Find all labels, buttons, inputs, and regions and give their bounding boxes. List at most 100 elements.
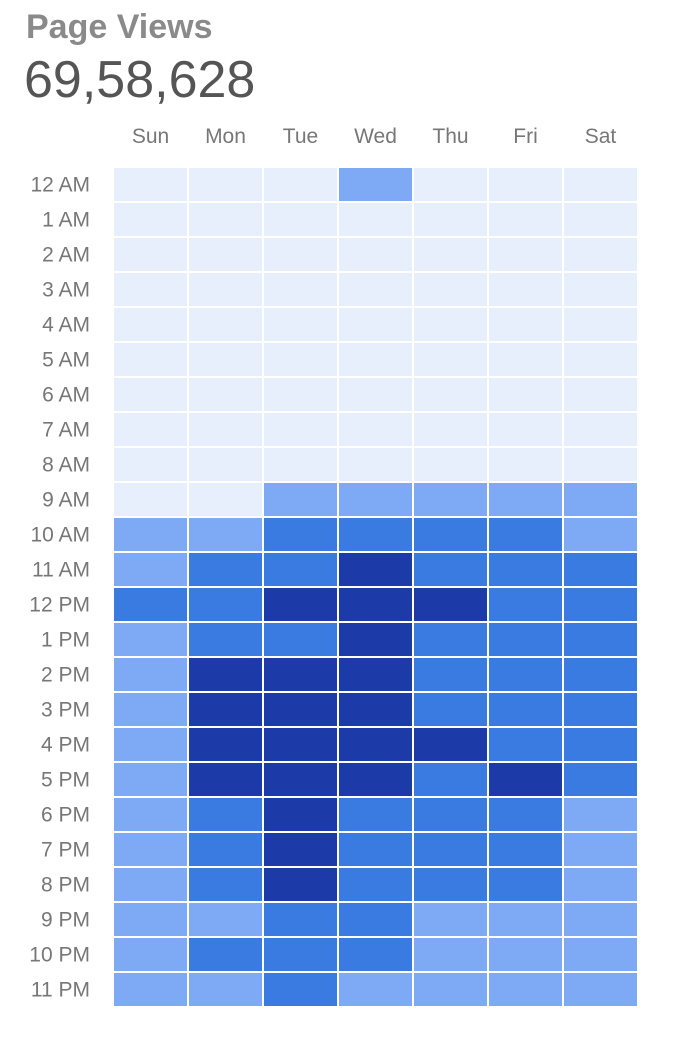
- heatmap-cell-tue-12pm[interactable]: [264, 588, 337, 621]
- heatmap-cell-wed-9am[interactable]: [339, 483, 412, 516]
- heatmap-cell-tue-11am[interactable]: [264, 553, 337, 586]
- heatmap-cell-mon-10am[interactable]: [189, 518, 262, 551]
- heatmap-cell-tue-12am[interactable]: [264, 168, 337, 201]
- heatmap-cell-wed-3am[interactable]: [339, 273, 412, 306]
- heatmap-cell-sat-1pm[interactable]: [564, 623, 637, 656]
- heatmap-cell-sun-10am[interactable]: [114, 518, 187, 551]
- heatmap-cell-thu-6pm[interactable]: [414, 798, 487, 831]
- heatmap-cell-fri-2am[interactable]: [489, 238, 562, 271]
- heatmap-cell-wed-8am[interactable]: [339, 448, 412, 481]
- heatmap-cell-sun-7pm[interactable]: [114, 833, 187, 866]
- heatmap-cell-wed-4am[interactable]: [339, 308, 412, 341]
- heatmap-cell-sat-8pm[interactable]: [564, 868, 637, 901]
- heatmap-cell-wed-5am[interactable]: [339, 343, 412, 376]
- heatmap-cell-mon-4am[interactable]: [189, 308, 262, 341]
- heatmap-cell-tue-7am[interactable]: [264, 413, 337, 446]
- heatmap-cell-fri-11am[interactable]: [489, 553, 562, 586]
- heatmap-cell-thu-1pm[interactable]: [414, 623, 487, 656]
- heatmap-cell-fri-12am[interactable]: [489, 168, 562, 201]
- heatmap-cell-sun-9am[interactable]: [114, 483, 187, 516]
- heatmap-cell-sun-4pm[interactable]: [114, 728, 187, 761]
- heatmap-cell-tue-5am[interactable]: [264, 343, 337, 376]
- heatmap-cell-mon-10pm[interactable]: [189, 938, 262, 971]
- heatmap-cell-tue-3pm[interactable]: [264, 693, 337, 726]
- heatmap-cell-thu-3pm[interactable]: [414, 693, 487, 726]
- heatmap-cell-thu-2pm[interactable]: [414, 658, 487, 691]
- heatmap-cell-mon-7am[interactable]: [189, 413, 262, 446]
- heatmap-cell-tue-4am[interactable]: [264, 308, 337, 341]
- heatmap-cell-fri-12pm[interactable]: [489, 588, 562, 621]
- heatmap-cell-sun-8am[interactable]: [114, 448, 187, 481]
- heatmap-cell-sat-2am[interactable]: [564, 238, 637, 271]
- heatmap-cell-tue-9am[interactable]: [264, 483, 337, 516]
- heatmap-cell-tue-7pm[interactable]: [264, 833, 337, 866]
- heatmap-cell-wed-7pm[interactable]: [339, 833, 412, 866]
- heatmap-cell-fri-8pm[interactable]: [489, 868, 562, 901]
- heatmap-cell-wed-12am[interactable]: [339, 168, 412, 201]
- heatmap-cell-mon-8pm[interactable]: [189, 868, 262, 901]
- heatmap-cell-thu-7am[interactable]: [414, 413, 487, 446]
- heatmap-cell-thu-7pm[interactable]: [414, 833, 487, 866]
- heatmap-cell-mon-12pm[interactable]: [189, 588, 262, 621]
- heatmap-cell-sat-5pm[interactable]: [564, 763, 637, 796]
- heatmap-cell-thu-4pm[interactable]: [414, 728, 487, 761]
- heatmap-cell-fri-5am[interactable]: [489, 343, 562, 376]
- heatmap-cell-tue-10pm[interactable]: [264, 938, 337, 971]
- heatmap-cell-sun-9pm[interactable]: [114, 903, 187, 936]
- heatmap-cell-sat-9pm[interactable]: [564, 903, 637, 936]
- heatmap-cell-wed-6pm[interactable]: [339, 798, 412, 831]
- heatmap-cell-sat-1am[interactable]: [564, 203, 637, 236]
- heatmap-cell-sat-10pm[interactable]: [564, 938, 637, 971]
- heatmap-cell-mon-11am[interactable]: [189, 553, 262, 586]
- heatmap-cell-fri-8am[interactable]: [489, 448, 562, 481]
- heatmap-cell-fri-4pm[interactable]: [489, 728, 562, 761]
- heatmap-cell-tue-5pm[interactable]: [264, 763, 337, 796]
- heatmap-cell-sat-11am[interactable]: [564, 553, 637, 586]
- heatmap-cell-sun-7am[interactable]: [114, 413, 187, 446]
- heatmap-cell-mon-7pm[interactable]: [189, 833, 262, 866]
- heatmap-cell-fri-6am[interactable]: [489, 378, 562, 411]
- heatmap-cell-fri-9pm[interactable]: [489, 903, 562, 936]
- heatmap-cell-tue-4pm[interactable]: [264, 728, 337, 761]
- heatmap-cell-tue-3am[interactable]: [264, 273, 337, 306]
- heatmap-cell-sat-6pm[interactable]: [564, 798, 637, 831]
- heatmap-cell-sat-9am[interactable]: [564, 483, 637, 516]
- heatmap-cell-wed-1pm[interactable]: [339, 623, 412, 656]
- heatmap-cell-wed-2am[interactable]: [339, 238, 412, 271]
- heatmap-cell-tue-6pm[interactable]: [264, 798, 337, 831]
- heatmap-cell-fri-5pm[interactable]: [489, 763, 562, 796]
- heatmap-cell-sat-3am[interactable]: [564, 273, 637, 306]
- heatmap-cell-wed-4pm[interactable]: [339, 728, 412, 761]
- heatmap-cell-wed-6am[interactable]: [339, 378, 412, 411]
- heatmap-cell-sun-12pm[interactable]: [114, 588, 187, 621]
- heatmap-cell-sat-12am[interactable]: [564, 168, 637, 201]
- heatmap-cell-thu-2am[interactable]: [414, 238, 487, 271]
- heatmap-cell-tue-1pm[interactable]: [264, 623, 337, 656]
- heatmap-cell-wed-5pm[interactable]: [339, 763, 412, 796]
- heatmap-cell-wed-11am[interactable]: [339, 553, 412, 586]
- heatmap-cell-sun-5pm[interactable]: [114, 763, 187, 796]
- heatmap-cell-wed-7am[interactable]: [339, 413, 412, 446]
- heatmap-cell-thu-11am[interactable]: [414, 553, 487, 586]
- heatmap-cell-sat-11pm[interactable]: [564, 973, 637, 1006]
- heatmap-cell-wed-2pm[interactable]: [339, 658, 412, 691]
- heatmap-cell-mon-12am[interactable]: [189, 168, 262, 201]
- heatmap-cell-tue-8am[interactable]: [264, 448, 337, 481]
- heatmap-cell-tue-2pm[interactable]: [264, 658, 337, 691]
- heatmap-cell-thu-10am[interactable]: [414, 518, 487, 551]
- heatmap-cell-mon-3pm[interactable]: [189, 693, 262, 726]
- heatmap-cell-mon-2am[interactable]: [189, 238, 262, 271]
- heatmap-cell-mon-2pm[interactable]: [189, 658, 262, 691]
- heatmap-cell-sat-7pm[interactable]: [564, 833, 637, 866]
- heatmap-cell-sat-2pm[interactable]: [564, 658, 637, 691]
- heatmap-cell-thu-5pm[interactable]: [414, 763, 487, 796]
- heatmap-cell-fri-6pm[interactable]: [489, 798, 562, 831]
- heatmap-cell-tue-10am[interactable]: [264, 518, 337, 551]
- heatmap-cell-sun-6pm[interactable]: [114, 798, 187, 831]
- heatmap-cell-sat-3pm[interactable]: [564, 693, 637, 726]
- heatmap-cell-thu-8am[interactable]: [414, 448, 487, 481]
- heatmap-cell-fri-1am[interactable]: [489, 203, 562, 236]
- heatmap-cell-thu-1am[interactable]: [414, 203, 487, 236]
- heatmap-cell-thu-11pm[interactable]: [414, 973, 487, 1006]
- heatmap-cell-sun-6am[interactable]: [114, 378, 187, 411]
